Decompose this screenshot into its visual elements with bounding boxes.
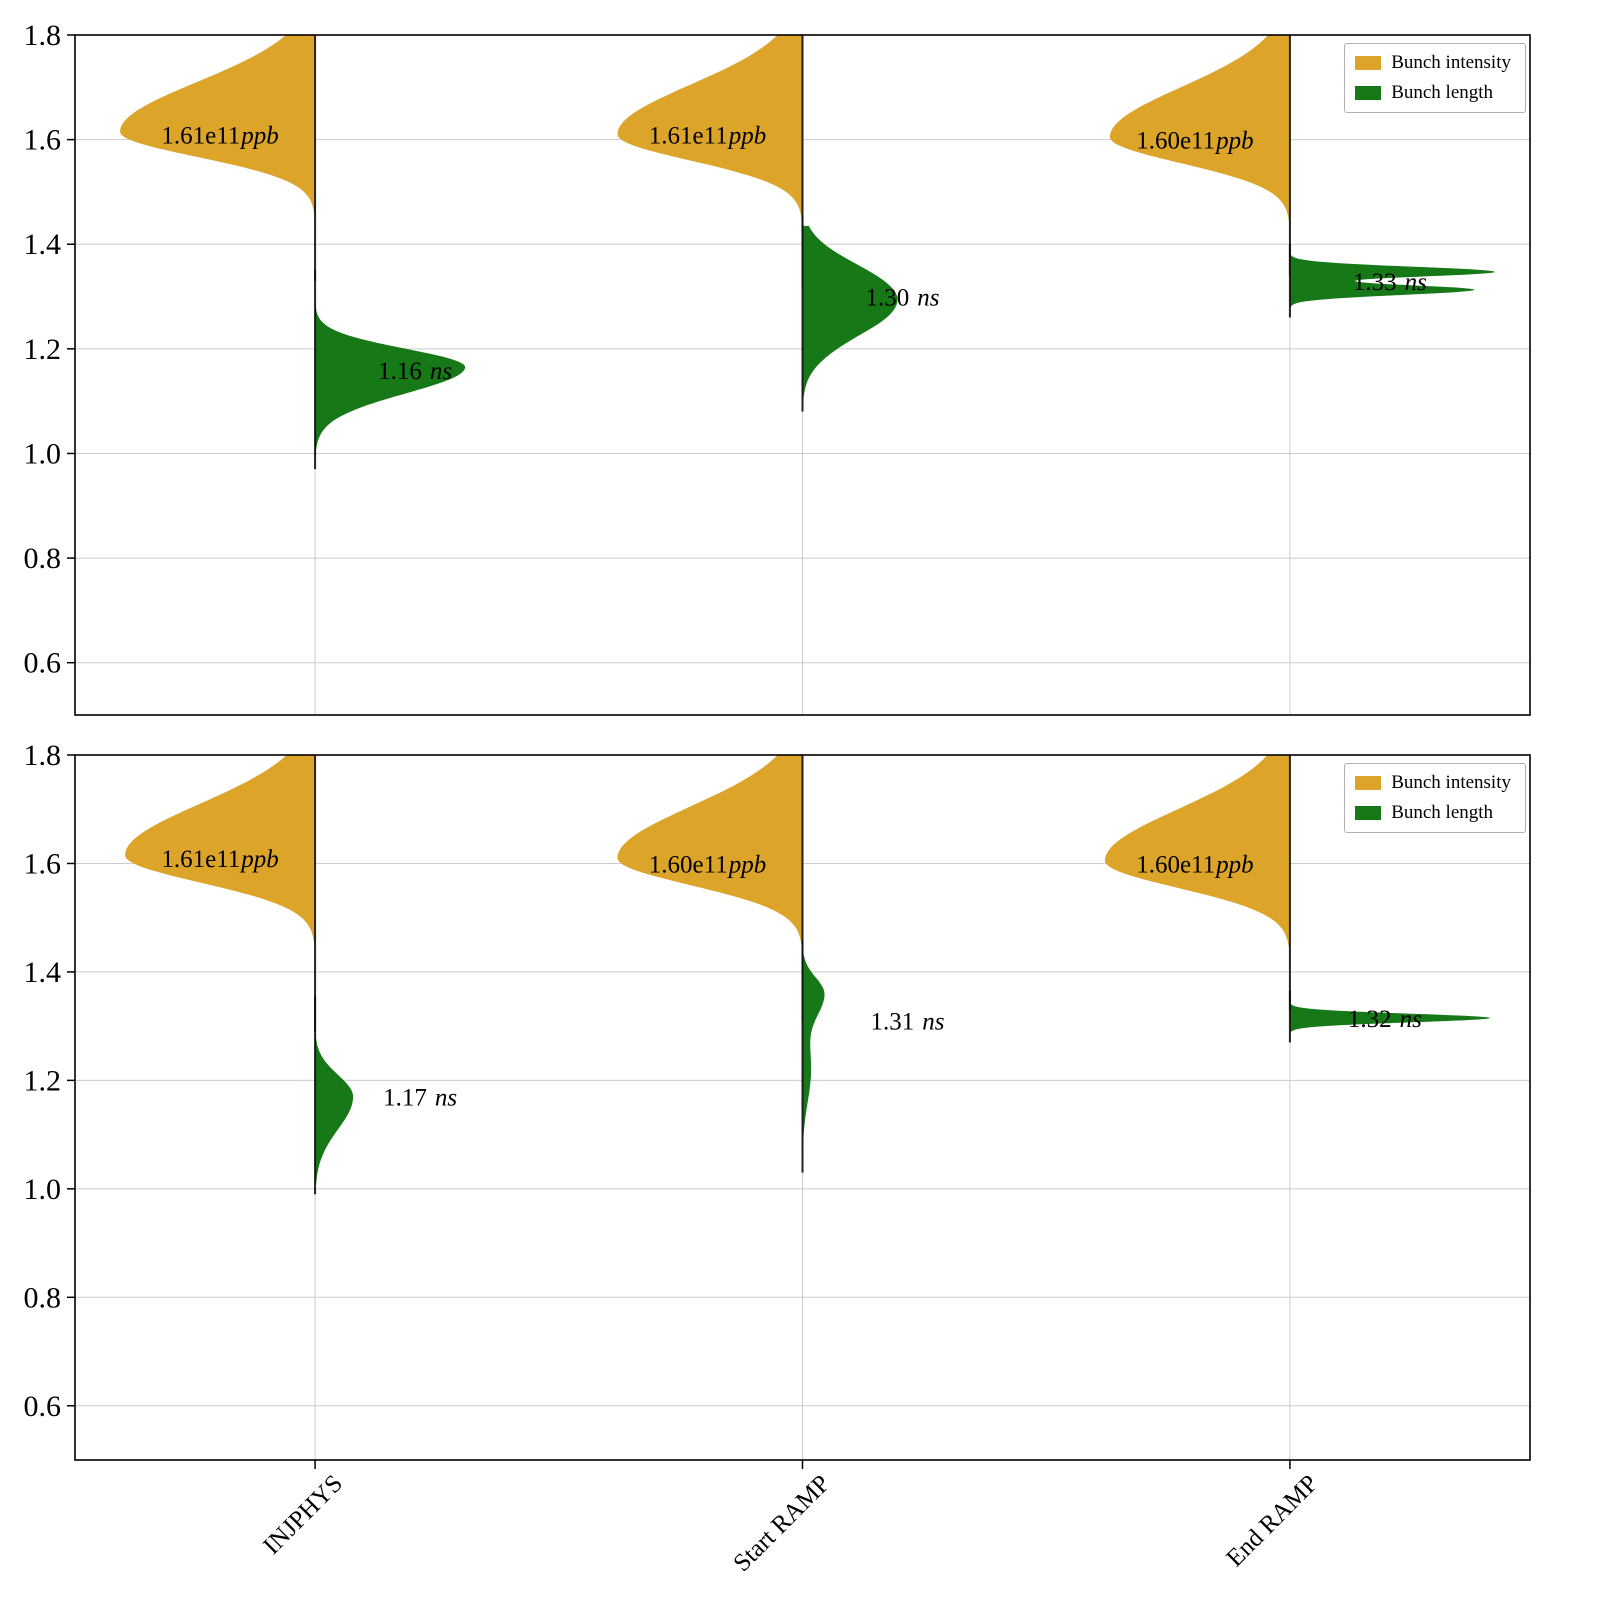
y-tick-label: 0.6: [24, 1390, 62, 1423]
legend-item-bunch-length: Bunch length: [1355, 802, 1511, 824]
y-tick-label: 0.6: [24, 647, 62, 680]
bunch-length-swatch: [1355, 86, 1382, 100]
mean-annotation: 1.17 ns: [383, 1085, 457, 1112]
mean-annotation: 1.60e11ppb: [1136, 128, 1253, 155]
bunch-length-swatch: [1355, 806, 1382, 820]
legend-item-bunch-intensity: Bunch intensity: [1355, 52, 1511, 74]
legend-label-bunch-length: Bunch length: [1391, 802, 1494, 823]
mean-annotation: 1.60e11ppb: [649, 851, 766, 878]
y-tick-label: 1.4: [24, 956, 62, 989]
violin-length-injphys: [315, 280, 466, 459]
mean-annotation: 1.61e11ppb: [649, 122, 766, 149]
mean-annotation: 1.61e11ppb: [161, 122, 278, 149]
legend-label-bunch-length: Bunch length: [1391, 82, 1494, 103]
bunch-intensity-swatch: [1355, 776, 1382, 790]
violin-intensity-end-ramp: [1109, 35, 1290, 266]
mean-annotation: 1.33 ns: [1353, 269, 1427, 296]
mean-annotation: 1.30 ns: [866, 285, 940, 312]
panel-top: 1.8 1.6 1.4 1.2 1.0 0.8 0.6 1.61e11ppb 1.16 ns 1.6…: [24, 19, 1531, 716]
violin-length-start-ramp: [802, 225, 898, 402]
violin-intensity-start-ramp: [617, 755, 803, 1010]
y-tick-label: 1.2: [24, 333, 62, 366]
y-tick-label: 1.4: [24, 228, 62, 261]
bunch-intensity-swatch: [1355, 56, 1382, 70]
legend-top-panel: Bunch intensity Bunch length: [1344, 43, 1526, 113]
y-tick-label: 1.6: [24, 847, 62, 880]
y-tick-label: 1.8: [24, 739, 62, 772]
mean-annotation: 1.16 ns: [378, 358, 452, 385]
violin-length-end-ramp: [1289, 254, 1495, 307]
y-tick-label: 1.6: [24, 124, 62, 157]
mean-annotation: 1.61e11ppb: [161, 846, 278, 873]
violin-length-start-ramp: [802, 950, 825, 1162]
y-tick-label: 1.2: [24, 1064, 62, 1097]
legend-item-bunch-length: Bunch length: [1355, 82, 1511, 104]
panel-border: [74, 34, 1531, 716]
violin-intensity-start-ramp: [617, 35, 803, 276]
y-tick-label: 0.8: [24, 1281, 62, 1314]
panel-bottom: 1.8 1.6 1.4 1.2 1.0 0.8 0.6 1.61e11ppb 1.17 ns 1.6…: [24, 739, 1531, 1469]
violin-intensity-injphys: [125, 755, 316, 1021]
legend-label-bunch-intensity: Bunch intensity: [1391, 52, 1511, 73]
y-tick-label: 0.8: [24, 542, 62, 575]
mean-annotation: 1.31 ns: [871, 1009, 945, 1036]
violin-length-end-ramp: [1289, 1001, 1490, 1032]
violin-intensity-injphys: [120, 35, 316, 271]
legend-bottom-panel: Bunch intensity Bunch length: [1344, 763, 1526, 833]
y-tick-label: 1.0: [24, 1173, 62, 1206]
legend-item-bunch-intensity: Bunch intensity: [1355, 772, 1511, 794]
mean-annotation: 1.32 ns: [1348, 1006, 1422, 1033]
legend-label-bunch-intensity: Bunch intensity: [1391, 772, 1511, 793]
violin-intensity-end-ramp: [1104, 755, 1290, 999]
mean-annotation: 1.60e11ppb: [1136, 851, 1253, 878]
y-tick-label: 1.8: [24, 19, 62, 52]
violin-length-injphys: [315, 1007, 354, 1184]
y-tick-label: 1.0: [24, 437, 62, 470]
